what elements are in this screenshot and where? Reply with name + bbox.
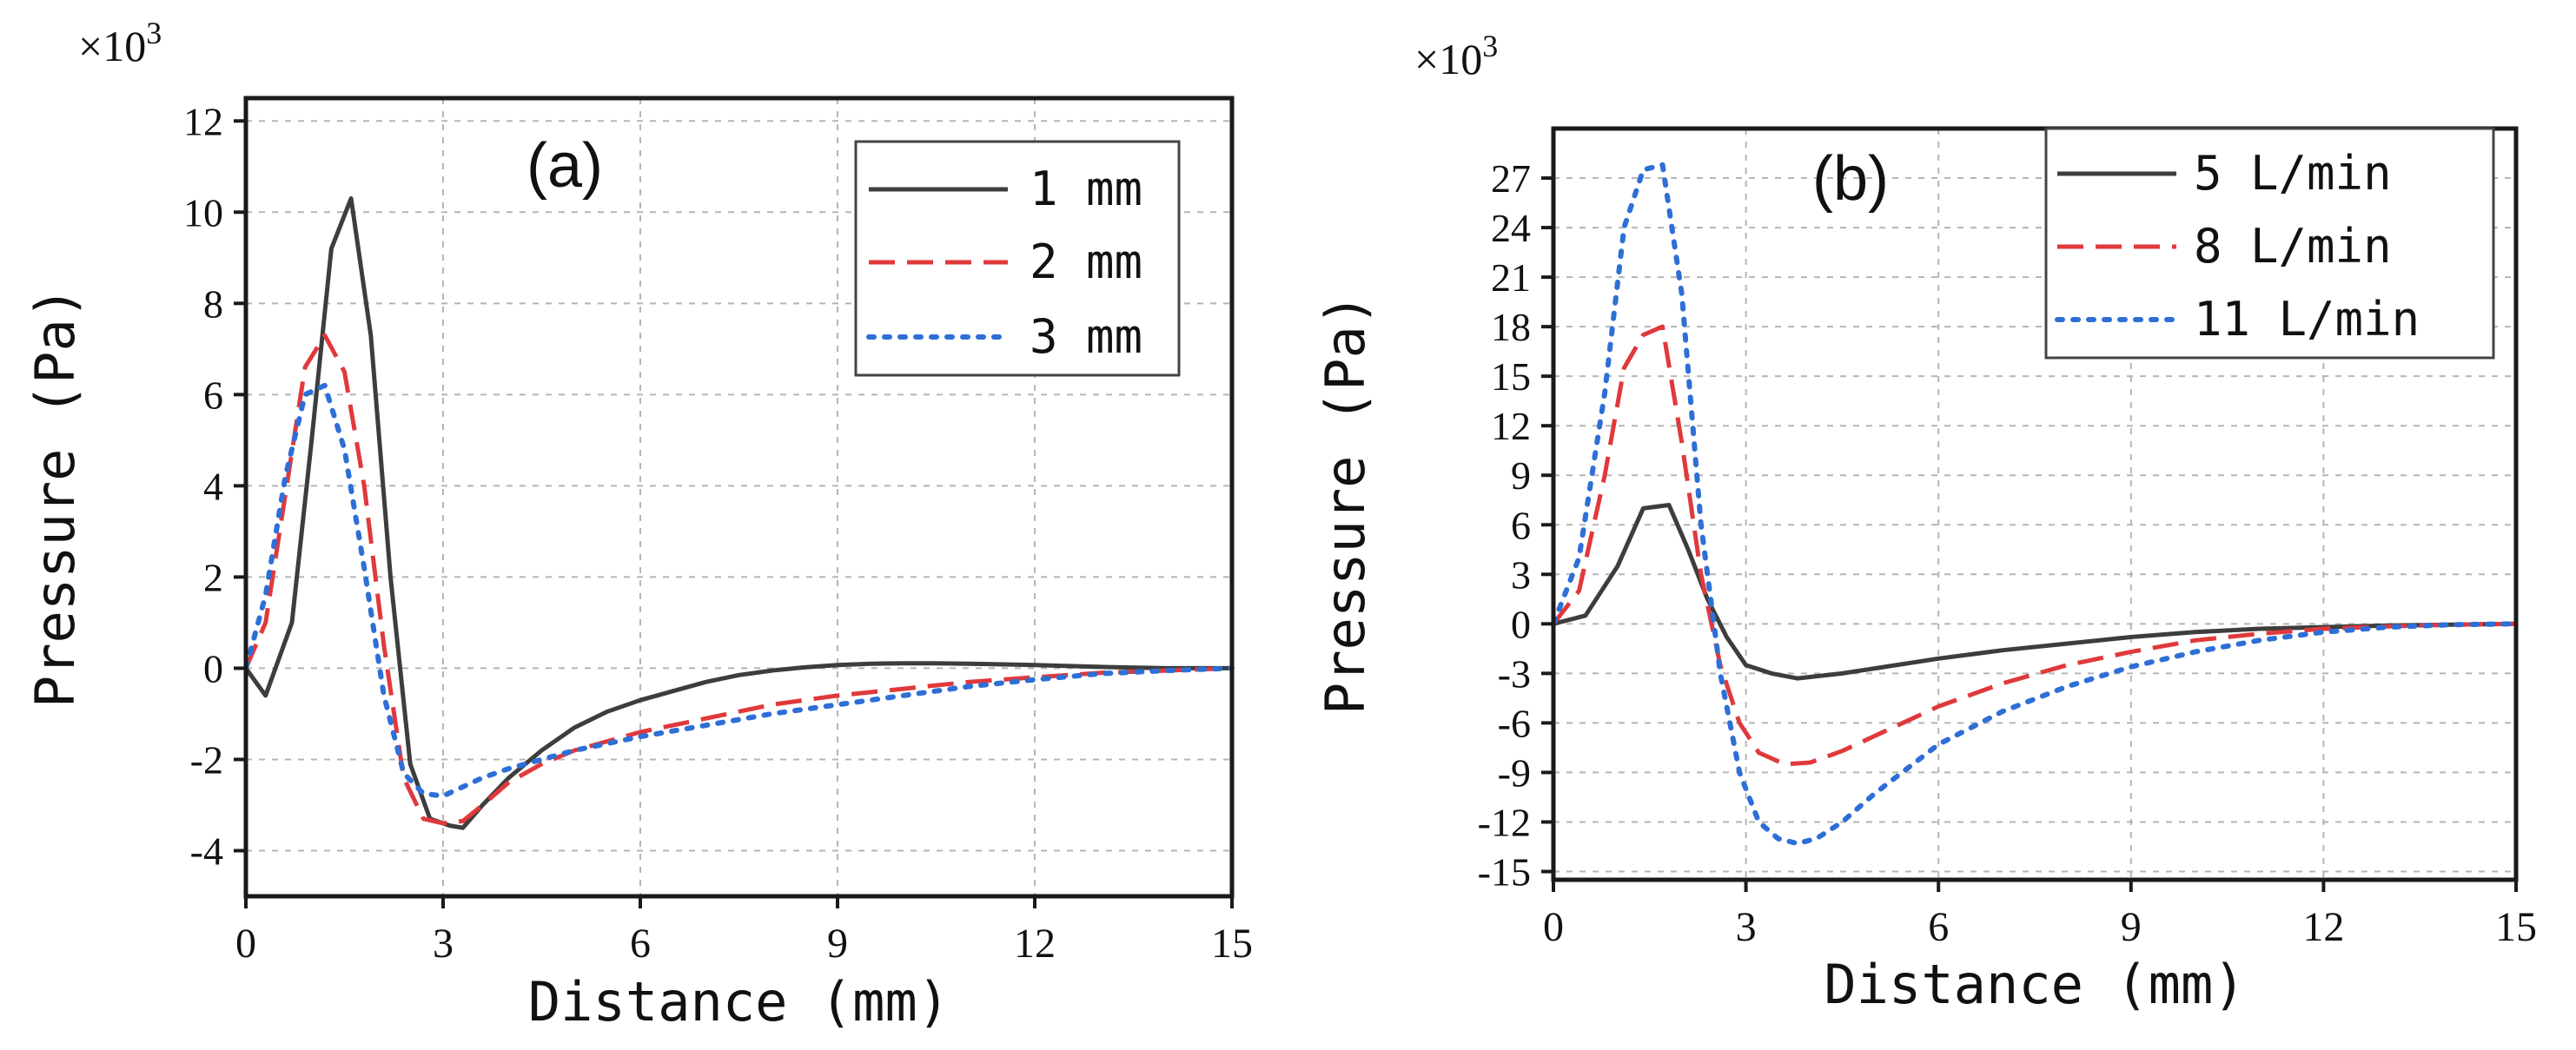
- y-tick-label: 27: [1491, 156, 1531, 201]
- x-tick-label: 6: [1928, 904, 1949, 950]
- y-tick-label: 18: [1491, 305, 1531, 349]
- plot-frame: [243, 96, 1235, 899]
- x-axis-label: Distance (mm): [1824, 953, 2245, 1016]
- y-tick-label: 0: [1511, 602, 1531, 646]
- x-tick-label: 3: [433, 921, 454, 967]
- x-tick-label: 9: [2121, 904, 2142, 950]
- y-tick-label: -9: [1498, 750, 1531, 795]
- y-tick-label: -12: [1478, 800, 1531, 844]
- y-tick-label: 10: [183, 190, 223, 234]
- axis-multiplier: ×103: [1414, 29, 1498, 83]
- panel-label: (a): [526, 131, 603, 201]
- plot-frame: [1551, 126, 2519, 882]
- y-tick-label: 6: [1511, 503, 1531, 547]
- y-tick-label: -4: [190, 829, 223, 873]
- y-tick-label: 3: [1511, 552, 1531, 597]
- series-line-1: [1553, 503, 2517, 681]
- y-tick-label: 24: [1491, 206, 1531, 250]
- y-tick-label: 2: [203, 555, 223, 599]
- chart-panel-b: 0 3 6 9 12 15 -15 -12 -9 -6 -3 0 3 6 9 12 15 18 21 24 27 ×103…: [1314, 29, 2537, 1016]
- legend-label-1: 5 L/min: [2194, 146, 2392, 201]
- y-tick-label: -3: [1498, 651, 1531, 696]
- x-axis-label: Distance (mm): [528, 970, 950, 1033]
- y-tick-label: -6: [1498, 701, 1531, 745]
- y-tick-label: 15: [1491, 354, 1531, 399]
- series-line-1: [243, 196, 1232, 830]
- series-line-2: [243, 333, 1233, 826]
- panel-label: (b): [1812, 144, 1889, 214]
- y-tick-label: 8: [203, 281, 223, 326]
- y-axis-label: Pressure (Pa): [23, 287, 87, 708]
- legend-box: [854, 140, 1181, 377]
- axis-multiplier: ×103: [78, 16, 162, 70]
- y-tick-label: 0: [203, 646, 223, 690]
- y-tick-label: 12: [1491, 404, 1531, 448]
- y-tick-label: 4: [203, 464, 223, 508]
- x-tick-label: 12: [1014, 921, 1056, 967]
- legend-label-2: 2 mm: [1030, 234, 1142, 289]
- legend-label-2: 8 L/min: [2194, 219, 2392, 274]
- y-tick-label: 6: [203, 373, 223, 417]
- y-tick-label: -15: [1478, 849, 1531, 894]
- y-axis-label: Pressure (Pa): [1314, 294, 1377, 715]
- chart-panel-a: 0 3 6 9 12 15 -4 -2 0 2 4 6 8 10 12 ×103 (a) Distance (mm…: [23, 16, 1253, 1033]
- legend-label-3: 3 mm: [1030, 309, 1142, 364]
- y-tick-label: 9: [1511, 453, 1531, 498]
- x-tick-label: 6: [630, 921, 651, 967]
- x-tick-label: 12: [2302, 904, 2344, 950]
- x-tick-label: 0: [1543, 904, 1564, 950]
- series-line-3: [243, 382, 1235, 799]
- series-line-2: [1552, 324, 2517, 767]
- legend-label-1: 1 mm: [1030, 162, 1142, 216]
- x-tick-label: 15: [1211, 921, 1253, 967]
- y-tick-label: 12: [183, 99, 223, 143]
- y-tick-label: -2: [190, 737, 223, 782]
- x-tick-label: 9: [827, 921, 848, 967]
- x-tick-label: 3: [1736, 904, 1757, 950]
- y-tick-label: 21: [1491, 255, 1531, 300]
- x-tick-label: 15: [2495, 904, 2537, 950]
- series-line-3: [1551, 162, 2519, 847]
- x-tick-label: 0: [235, 921, 256, 967]
- legend-label-3: 11 L/min: [2194, 292, 2420, 347]
